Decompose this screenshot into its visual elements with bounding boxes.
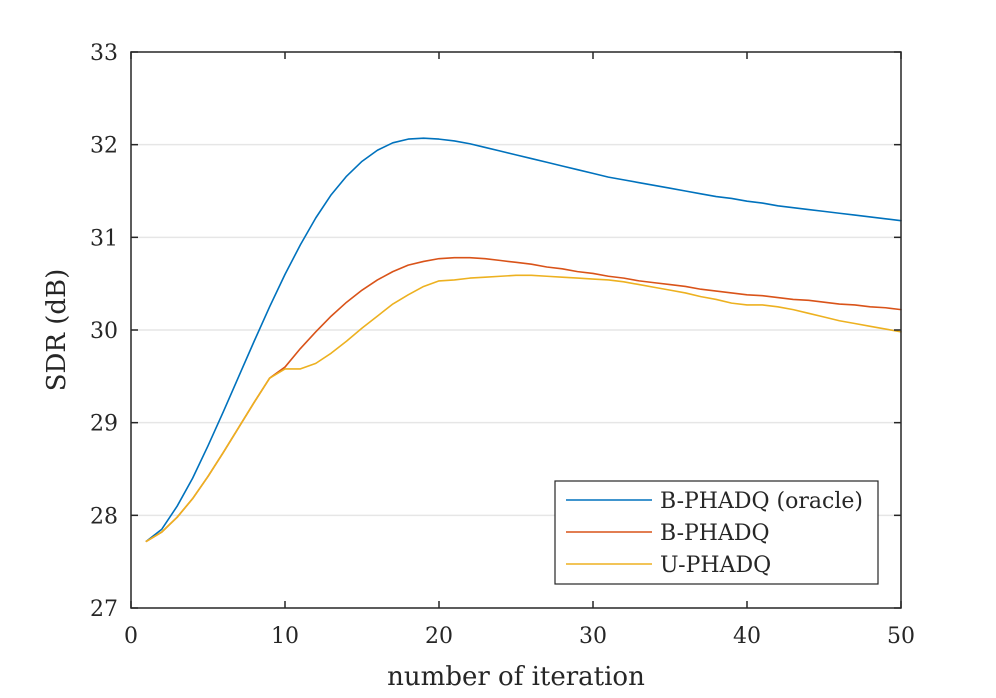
x-tick-label: 30 bbox=[579, 624, 607, 649]
legend: B-PHADQ (oracle) B-PHADQ U-PHADQ bbox=[554, 480, 879, 585]
series-group bbox=[145, 137, 902, 543]
y-tick-label: 30 bbox=[90, 319, 118, 344]
x-tick-label: 50 bbox=[887, 624, 915, 649]
y-tick-label: 28 bbox=[90, 504, 118, 529]
legend-entry-label: B-PHADQ (oracle) bbox=[660, 489, 863, 514]
x-tick-label: 0 bbox=[124, 624, 138, 649]
x-tick-label: 20 bbox=[425, 624, 453, 649]
series-line bbox=[145, 274, 902, 543]
axis-ticks: 27 28 29 30 31 32 33 0 10 20 30 40 50 bbox=[90, 41, 915, 649]
y-tick-label: 27 bbox=[90, 597, 118, 622]
x-tick-label: 10 bbox=[271, 624, 299, 649]
y-axis-label: SDR (dB) bbox=[42, 269, 72, 392]
series-line bbox=[145, 137, 902, 543]
x-axis-label: number of iteration bbox=[387, 662, 645, 692]
y-tick-label: 29 bbox=[90, 412, 118, 437]
legend-entry-label: U-PHADQ bbox=[660, 553, 771, 578]
x-tick-label: 40 bbox=[733, 624, 761, 649]
legend-entry-label: B-PHADQ bbox=[660, 521, 770, 546]
y-tick-label: 31 bbox=[90, 226, 118, 251]
y-tick-label: 33 bbox=[90, 41, 118, 66]
y-tick-label: 32 bbox=[90, 134, 118, 159]
